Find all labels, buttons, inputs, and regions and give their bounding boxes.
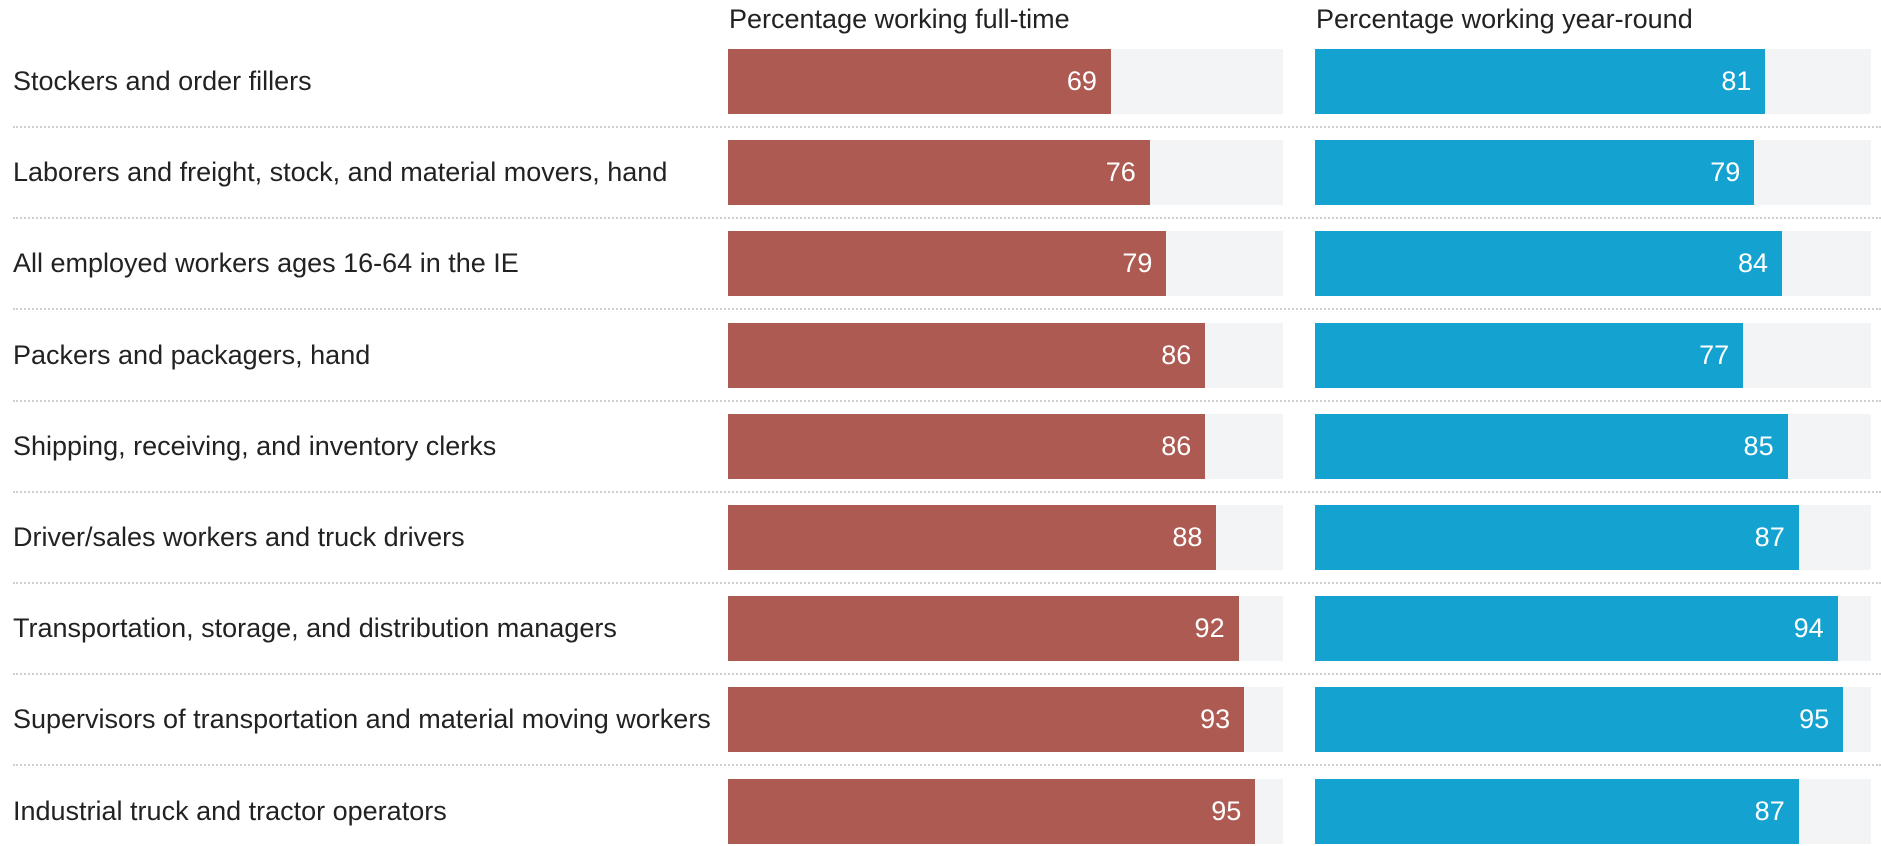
category-label: Shipping, receiving, and inventory clerk… [13,430,497,461]
bar [728,413,1206,479]
value-label: 93 [1200,704,1231,735]
value-label: 69 [1066,66,1097,96]
value-label: 77 [1699,339,1730,370]
bar [728,322,1206,388]
value-label: 87 [1754,795,1785,826]
separator [13,490,1881,493]
bar [728,49,1111,114]
value-label: 84 [1737,248,1769,279]
value-label: 88 [1172,522,1203,552]
category-label: Industrial truck and tractor operators [13,795,447,826]
category-label: Packers and packagers, hand [13,339,371,370]
bar [1315,505,1799,570]
bar [1315,231,1783,297]
value-label: 94 [1793,613,1824,644]
separator [13,764,1881,767]
category-label: Supervisors of transportation and materi… [13,704,711,735]
value-label: 79 [1710,157,1741,188]
category-label: Stockers and order fillers [13,66,312,96]
value-label: 95 [1211,795,1242,826]
value-label: 87 [1754,522,1785,552]
bar [1315,778,1799,844]
category-label: All employed workers ages 16-64 in the I… [13,248,519,279]
category-label: Driver/sales workers and truck drivers [13,522,465,552]
separator [13,126,1881,128]
value-label: 86 [1161,339,1192,370]
bar [728,778,1256,844]
bar [728,687,1245,753]
panel-title: Percentage working full-time [729,4,1070,34]
bar [728,505,1217,570]
bar [1315,322,1744,388]
bar [1315,413,1788,479]
bar [1315,140,1755,206]
separator [13,217,1881,220]
panel-title: Percentage working year-round [1316,4,1693,34]
bar [1315,49,1766,114]
separator [13,582,1881,584]
value-label: 92 [1194,613,1225,644]
bar [728,596,1239,662]
separator [13,399,1881,402]
bar [728,140,1150,206]
value-label: 95 [1799,704,1830,735]
category-label: Laborers and freight, stock, and materia… [13,157,668,188]
bar [1315,596,1838,662]
separator [13,673,1881,676]
separator [13,308,1881,311]
category-label: Transportation, storage, and distributio… [13,613,617,644]
value-label: 81 [1721,66,1752,96]
value-label: 76 [1105,157,1136,188]
value-label: 85 [1743,430,1774,461]
value-label: 79 [1122,248,1153,279]
bar [728,231,1167,297]
bar [1315,687,1844,753]
value-label: 86 [1161,430,1192,461]
